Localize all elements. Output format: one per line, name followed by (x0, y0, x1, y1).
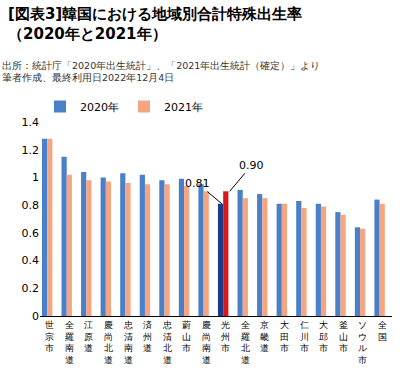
svg-text:出所：統計庁「2020年出生統計」、「2021年出生統計（確: 出所：統計庁「2020年出生統計」、「2021年出生統計（確定）」より筆者作成、… (2, 60, 320, 83)
svg-text:光州市: 光州市 (221, 320, 230, 353)
svg-text:0.90: 0.90 (239, 159, 264, 172)
svg-text:0.6: 0.6 (22, 227, 40, 240)
svg-text:全羅南道: 全羅南道 (65, 320, 74, 365)
svg-text:忠清南道: 忠清南道 (123, 320, 133, 365)
svg-text:大田市: 大田市 (280, 320, 289, 353)
svg-text:0: 0 (32, 310, 39, 323)
svg-text:2020年: 2020年 (80, 101, 119, 114)
svg-text:蔚山市: 蔚山市 (182, 320, 191, 353)
svg-text:全国: 全国 (378, 320, 387, 342)
svg-text:世宗市: 世宗市 (45, 320, 54, 353)
svg-text:0.4: 0.4 (22, 254, 40, 267)
svg-text:慶尚北道: 慶尚北道 (104, 320, 113, 365)
svg-text:忠清北道: 忠清北道 (162, 320, 172, 365)
svg-text:京畿道: 京畿道 (260, 320, 269, 353)
svg-text:仁川市: 仁川市 (300, 320, 309, 353)
svg-text:2021年: 2021年 (164, 101, 203, 114)
svg-text:江原道: 江原道 (84, 320, 93, 353)
svg-text:済州道: 済州道 (143, 320, 152, 353)
svg-text:全羅北道: 全羅北道 (241, 320, 250, 365)
svg-text:慶尚南道: 慶尚南道 (202, 320, 211, 365)
svg-text:0.2: 0.2 (22, 282, 40, 295)
svg-text:1.4: 1.4 (22, 116, 40, 129)
svg-text:ソウル市: ソウル市 (358, 320, 367, 365)
svg-text:大邱市: 大邱市 (319, 320, 328, 353)
svg-text:[図表3]韓国における地域別合計特殊出生率（2020年と20: [図表3]韓国における地域別合計特殊出生率（2020年と2021年） (8, 5, 302, 43)
svg-text:1: 1 (32, 171, 39, 184)
svg-text:1.2: 1.2 (22, 144, 40, 157)
svg-text:0.8: 0.8 (22, 199, 40, 212)
svg-text:0.81: 0.81 (185, 177, 210, 190)
svg-text:釜山市: 釜山市 (339, 320, 348, 353)
